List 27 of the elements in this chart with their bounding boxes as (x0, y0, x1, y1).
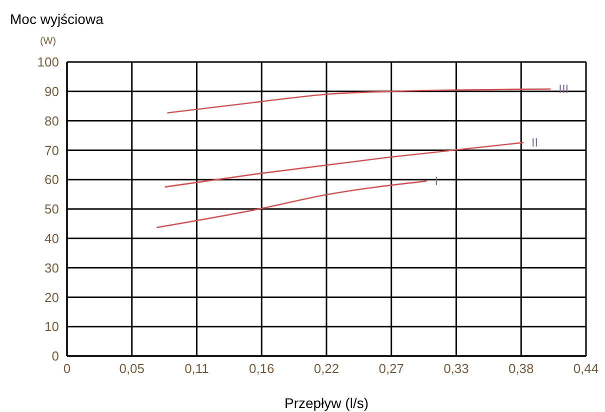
x-tick-label: 0,27 (378, 361, 404, 376)
y-tick-label: 50 (44, 202, 59, 217)
x-tick-label: 0,16 (248, 361, 274, 376)
x-tick-label: 0 (63, 361, 71, 376)
x-tick-label: 0,11 (184, 361, 209, 376)
x-tick-label: 0,05 (119, 361, 145, 376)
y-tick-label: 100 (37, 54, 59, 70)
y-axis-title: Moc wyjściowa (W) (10, 11, 104, 47)
y-tick-label: 90 (44, 84, 59, 100)
x-tick-label: 0,44 (573, 361, 599, 376)
line-series (166, 88, 552, 114)
line-series (164, 142, 524, 188)
y-tick-label: 70 (44, 142, 59, 158)
y-tick-label: 40 (44, 231, 59, 246)
x-axis-title: Przepływ (l/s) (284, 395, 369, 411)
y-tick-label: 0 (52, 348, 59, 364)
x-tick-label: 0,22 (314, 361, 340, 376)
x-tick-label: 0,33 (444, 361, 469, 376)
series-label: I (434, 174, 438, 188)
x-tick-label: 0,38 (508, 361, 534, 376)
series-label: II (531, 136, 538, 150)
y-tick-label: 20 (44, 290, 59, 305)
y-tick-label: 80 (44, 113, 59, 128)
y-tick-label: 30 (44, 260, 59, 276)
y-tick-label: 60 (44, 172, 59, 188)
y-tick-label: 10 (44, 319, 59, 334)
line-series (156, 180, 428, 228)
